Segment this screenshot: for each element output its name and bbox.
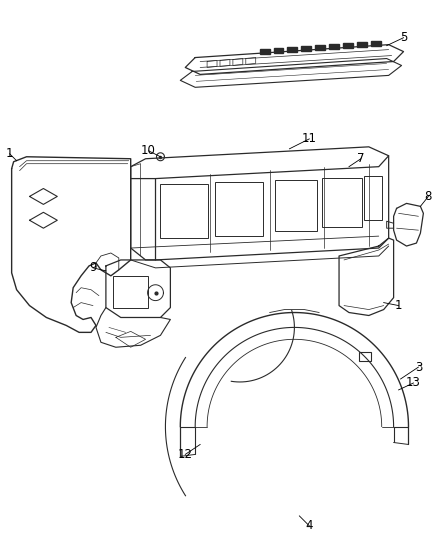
Polygon shape <box>329 44 339 49</box>
Polygon shape <box>260 49 270 54</box>
Polygon shape <box>287 46 297 52</box>
Text: 9: 9 <box>89 261 97 274</box>
Polygon shape <box>315 45 325 50</box>
Polygon shape <box>343 43 353 47</box>
Text: 13: 13 <box>406 376 421 390</box>
Polygon shape <box>301 46 311 51</box>
Text: 1: 1 <box>395 299 403 312</box>
Text: 11: 11 <box>302 132 317 146</box>
Text: 8: 8 <box>425 190 432 203</box>
Polygon shape <box>274 47 283 53</box>
Bar <box>364 175 381 220</box>
Text: 5: 5 <box>400 31 407 44</box>
Bar <box>359 351 371 361</box>
Bar <box>322 177 362 227</box>
Bar <box>113 276 148 308</box>
Text: 1: 1 <box>6 147 14 160</box>
Text: 12: 12 <box>178 448 193 461</box>
Text: 7: 7 <box>357 152 364 165</box>
Bar <box>160 183 208 238</box>
Text: 4: 4 <box>306 519 313 532</box>
Bar <box>275 180 317 231</box>
Polygon shape <box>371 41 381 46</box>
Text: 10: 10 <box>141 144 156 157</box>
Text: 3: 3 <box>415 361 422 374</box>
Bar <box>215 182 263 236</box>
Polygon shape <box>357 42 367 46</box>
